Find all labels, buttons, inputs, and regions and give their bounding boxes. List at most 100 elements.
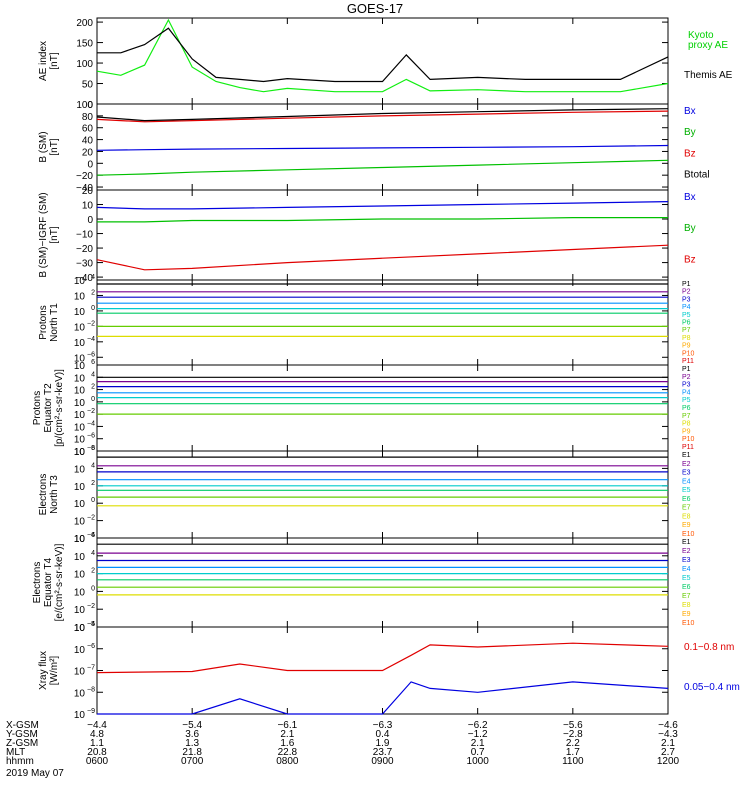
channel-label: E5 xyxy=(682,575,691,582)
ephemeris-value: −4.4 xyxy=(87,720,107,731)
series-line xyxy=(96,244,669,271)
y-tick-label: 10 xyxy=(74,447,86,458)
ephemeris-value: 0.7 xyxy=(471,747,485,758)
y-tick-label: 10 xyxy=(74,623,86,634)
channel-label: E1 xyxy=(682,539,691,546)
y-tick-label: −40 xyxy=(76,273,93,284)
ephemeris-value: 1100 xyxy=(562,756,584,767)
channel-label: E2 xyxy=(682,461,691,468)
y-tick-label: 10 xyxy=(74,688,86,699)
y-tick-exponent: −2 xyxy=(87,320,95,327)
panel-ylabel: AE index xyxy=(38,41,49,81)
ephemeris-value: −6.2 xyxy=(468,720,488,731)
channel-label: P5 xyxy=(682,312,691,319)
y-tick-exponent: 2 xyxy=(91,568,95,575)
y-tick-label: 10 xyxy=(74,435,86,446)
y-tick-exponent: 0 xyxy=(91,585,95,592)
channel-label: E4 xyxy=(682,566,691,573)
legend-label: Themis AE xyxy=(684,70,733,81)
ephemeris-value: 2.1 xyxy=(661,738,675,749)
y-tick-label: 10 xyxy=(74,464,86,475)
channel-label: E4 xyxy=(682,478,691,485)
y-tick-label: 10 xyxy=(74,386,86,397)
channel-label: P1 xyxy=(682,366,691,373)
channel-label: E3 xyxy=(682,557,691,564)
y-tick-exponent: −4 xyxy=(87,621,95,628)
y-tick-exponent: −8 xyxy=(87,445,95,452)
y-tick-exponent: −8 xyxy=(87,686,95,693)
y-tick-label: 10 xyxy=(74,645,86,656)
ephemeris-value: 1.6 xyxy=(280,738,294,749)
channel-label: E7 xyxy=(682,505,691,512)
channel-label: P2 xyxy=(682,374,691,381)
y-tick-label: 10 xyxy=(82,201,94,212)
panel-frame xyxy=(96,450,669,539)
panel-ylabel: [nT] xyxy=(49,226,60,243)
y-tick-label: 60 xyxy=(82,124,94,135)
y-tick-label: 10 xyxy=(74,447,86,458)
series-line xyxy=(96,159,669,176)
panel-xray: Xray flux [W/m²]10−910−810−710−610 −50.1−0… xyxy=(38,621,740,721)
y-tick-label: 10 xyxy=(74,276,86,287)
panel-ylabel: B (SM) xyxy=(38,131,49,162)
legend-label: Bx xyxy=(684,192,696,203)
ephemeris-value: −1.2 xyxy=(468,729,488,740)
y-tick-label: 10 xyxy=(74,373,86,384)
y-tick-label: −20 xyxy=(76,244,93,255)
y-tick-label: 100 xyxy=(76,59,93,70)
ephemeris-value: 0800 xyxy=(276,756,299,767)
panel-ylabel: [p/(cm²-s-sr-keV)] xyxy=(54,369,65,447)
y-tick-exponent: 4 xyxy=(91,274,95,281)
ephemeris-value: 2.2 xyxy=(566,738,580,749)
series-line xyxy=(96,108,669,122)
series-line xyxy=(96,642,669,674)
channel-label: E9 xyxy=(682,611,691,618)
ephemeris-value: 0600 xyxy=(86,756,109,767)
legend-label: Kyoto xyxy=(688,30,714,41)
ephemeris-value: 20.8 xyxy=(87,747,107,758)
ephemeris-value: −6.1 xyxy=(277,720,297,731)
y-tick-exponent: 2 xyxy=(91,289,95,296)
y-tick-exponent: −4 xyxy=(87,532,95,539)
channel-label: E6 xyxy=(682,496,691,503)
y-tick-label: 10 xyxy=(74,534,86,545)
channel-label: P8 xyxy=(682,335,691,342)
y-tick-label: 10 xyxy=(74,482,86,493)
channel-label: P9 xyxy=(682,343,691,350)
panel-ylabel: [e/(cm²-s-sr-keV)] xyxy=(54,543,65,621)
channel-label: P8 xyxy=(682,421,691,428)
panel-ylabel: Electrons xyxy=(38,474,49,516)
y-tick-exponent: 4 xyxy=(91,550,95,557)
ephemeris-value: 2.1 xyxy=(471,738,485,749)
ephemeris-value: 2.7 xyxy=(661,747,675,758)
ephemeris-row-label: Y-GSM xyxy=(6,729,38,740)
panel-ylabel: North T1 xyxy=(49,303,60,342)
ephemeris-row-label: Z-GSM xyxy=(6,738,38,749)
y-tick-exponent: −5 xyxy=(87,621,95,628)
legend-label: Bx xyxy=(684,106,696,117)
y-tick-label: 10 xyxy=(74,552,86,563)
y-tick-label: 50 xyxy=(82,80,94,91)
channel-label: P10 xyxy=(682,436,695,443)
ephemeris-value: 1.3 xyxy=(185,738,199,749)
channel-label: E5 xyxy=(682,487,691,494)
y-tick-label: 10 xyxy=(74,398,86,409)
y-tick-exponent: 0 xyxy=(91,305,95,312)
y-tick-label: 150 xyxy=(76,39,93,50)
y-tick-label: 20 xyxy=(82,147,94,158)
y-tick-label: 10 xyxy=(74,570,86,581)
y-tick-label: −20 xyxy=(76,171,93,182)
y-tick-exponent: −2 xyxy=(87,408,95,415)
legend-label: Btotal xyxy=(684,169,710,180)
y-tick-label: 10 xyxy=(74,307,86,318)
panel-ylabel: Equator T4 xyxy=(43,557,54,607)
y-tick-label: 10 xyxy=(74,605,86,616)
y-tick-exponent: 2 xyxy=(91,480,95,487)
y-tick-label: −30 xyxy=(76,259,93,270)
legend-label: Bz xyxy=(684,254,696,265)
legend-label: 0.1−0.8 nm xyxy=(684,642,734,653)
channel-label: P4 xyxy=(682,389,691,396)
y-tick-label: −10 xyxy=(76,230,93,241)
